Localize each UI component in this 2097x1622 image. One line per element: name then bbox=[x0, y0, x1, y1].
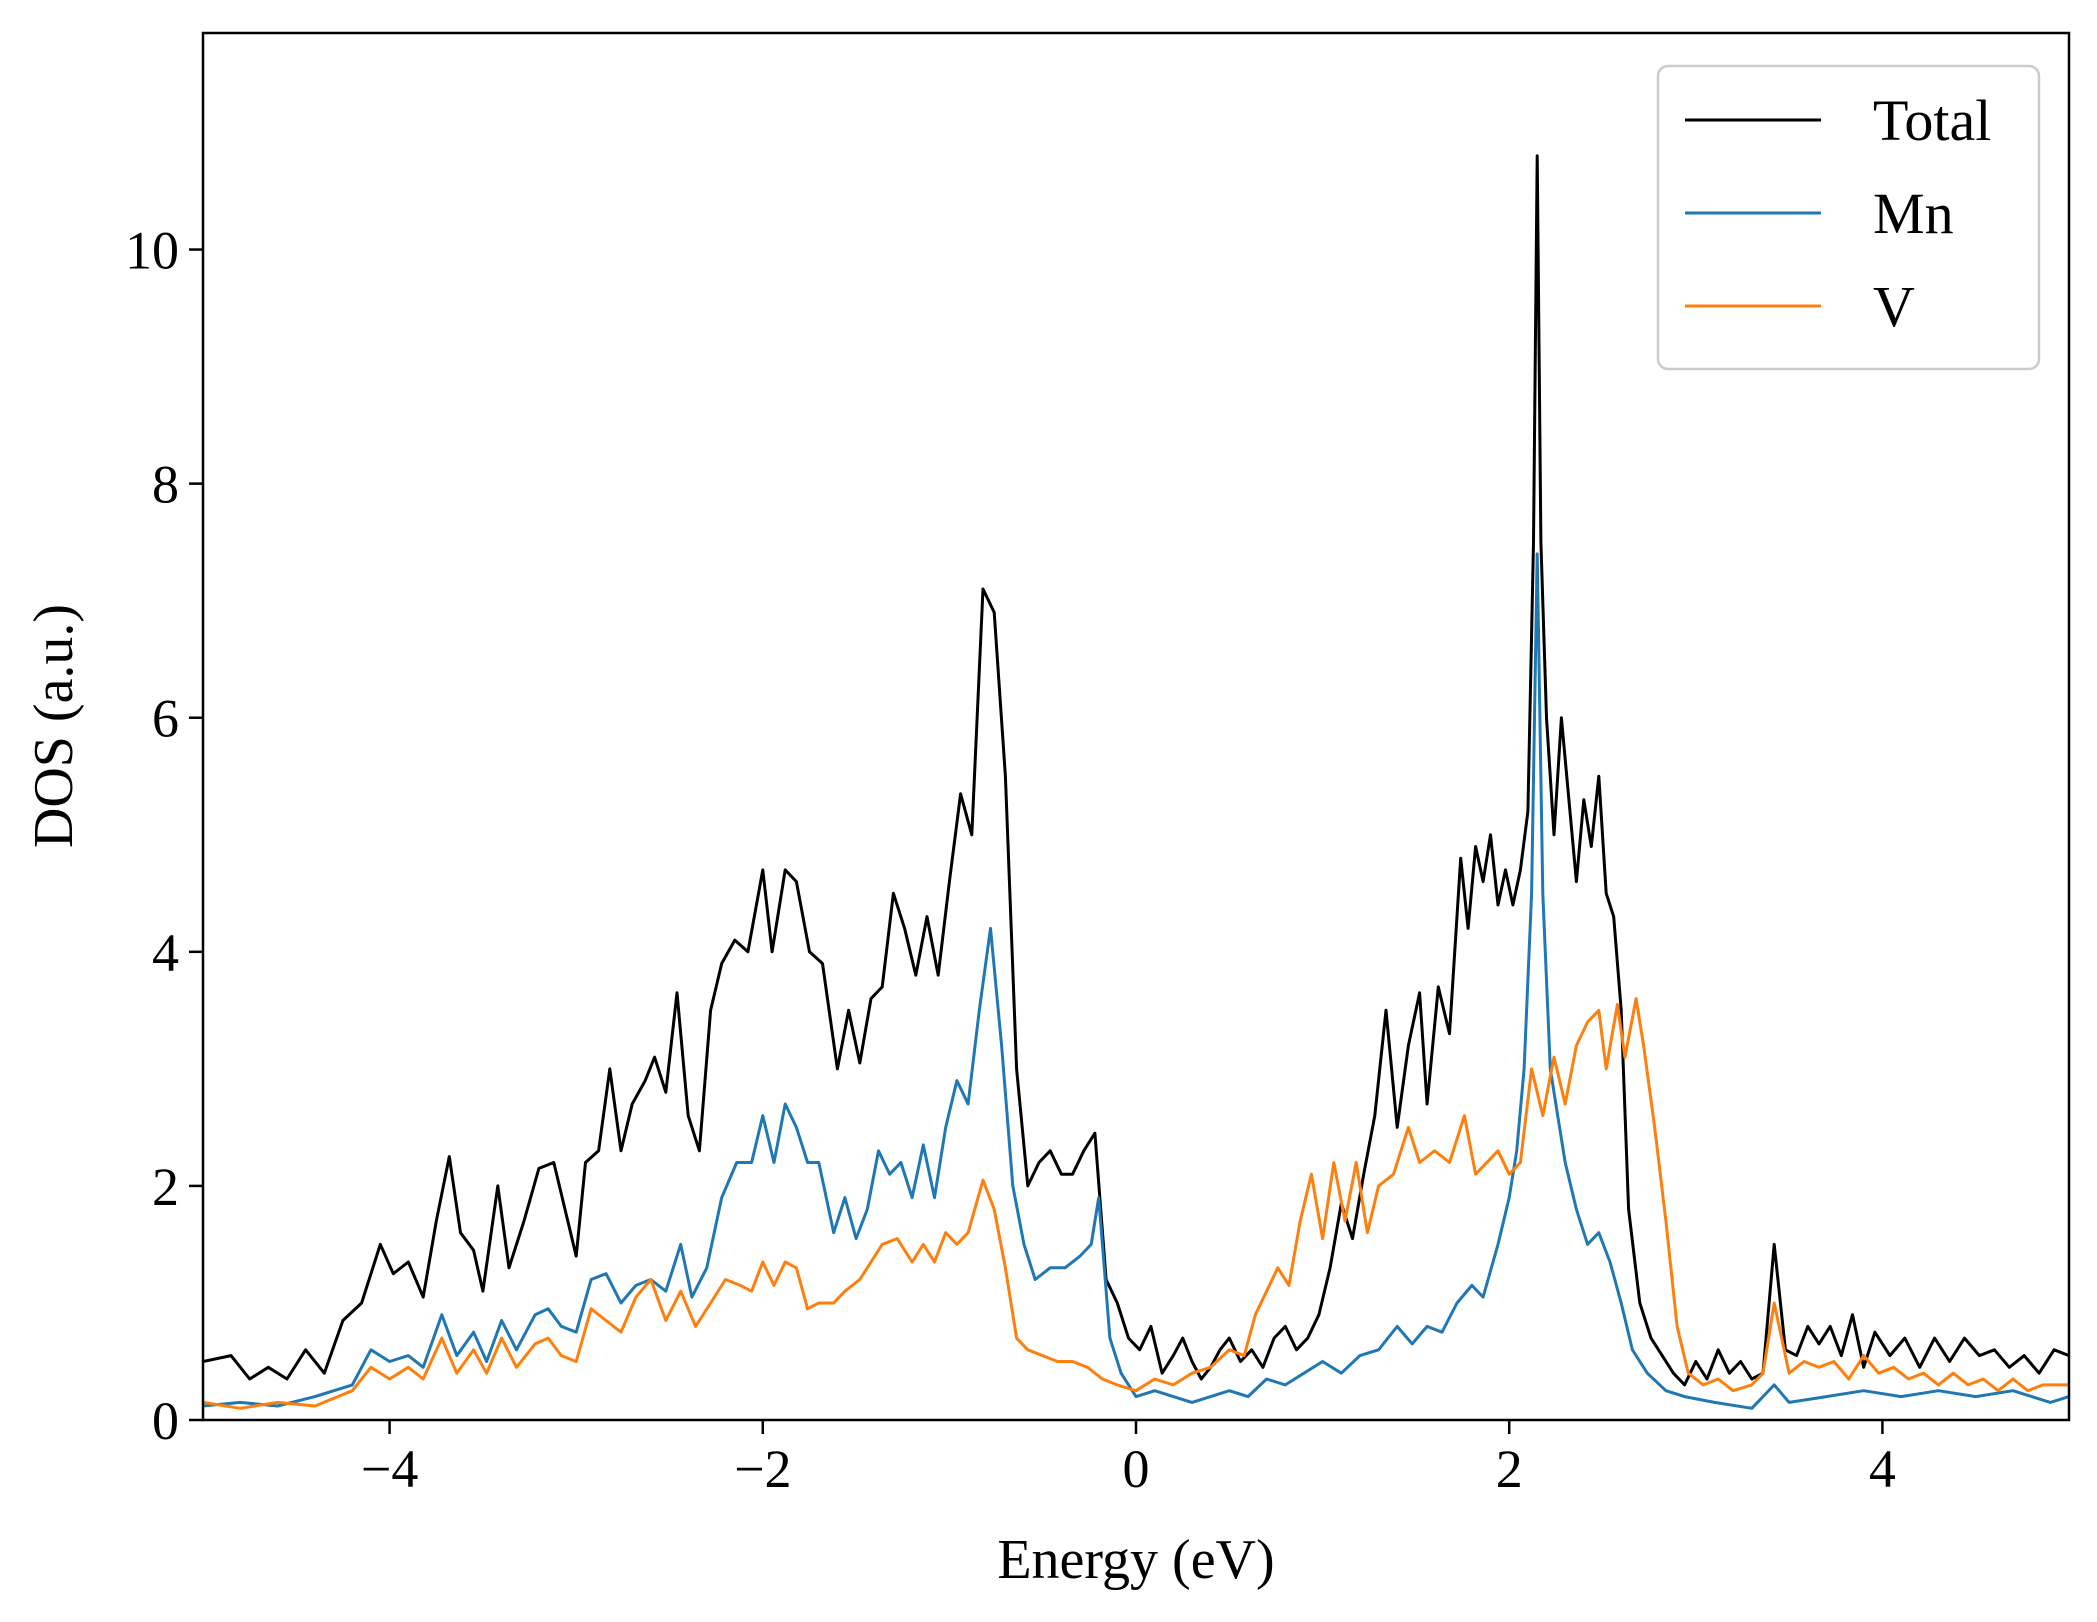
x-tick-label: 4 bbox=[1869, 1439, 1896, 1499]
legend: Total Mn V bbox=[1656, 64, 2041, 371]
y-tick-label: 2 bbox=[152, 1157, 179, 1217]
x-tick-label: 2 bbox=[1496, 1439, 1523, 1499]
y-axis-label: DOS (a.u.) bbox=[23, 604, 85, 848]
ticks-layer: −4 −2 0 2 4 0 2 4 6 8 10 bbox=[125, 221, 1896, 1499]
y-tick-label: 4 bbox=[152, 923, 179, 983]
series-layer bbox=[203, 154, 2069, 1410]
series-line-v bbox=[203, 997, 2069, 1410]
series-line-total bbox=[203, 154, 2069, 1387]
y-tick-label: 0 bbox=[152, 1391, 179, 1451]
y-tick-label: 8 bbox=[152, 455, 179, 515]
x-tick-label: −4 bbox=[361, 1439, 418, 1499]
y-tick-label: 6 bbox=[152, 689, 179, 749]
x-tick-label: −2 bbox=[734, 1439, 791, 1499]
legend-label-total: Total bbox=[1873, 88, 1991, 153]
legend-label-v: V bbox=[1873, 274, 1915, 339]
legend-frame bbox=[1656, 64, 2041, 371]
y-tick-label: 10 bbox=[125, 221, 179, 281]
x-tick-label: 0 bbox=[1123, 1439, 1150, 1499]
series-line-mn bbox=[203, 552, 2069, 1410]
x-axis-label: Energy (eV) bbox=[997, 1529, 1274, 1591]
legend-entries: Total Mn V bbox=[1685, 88, 1991, 339]
legend-label-mn: Mn bbox=[1873, 181, 1954, 246]
